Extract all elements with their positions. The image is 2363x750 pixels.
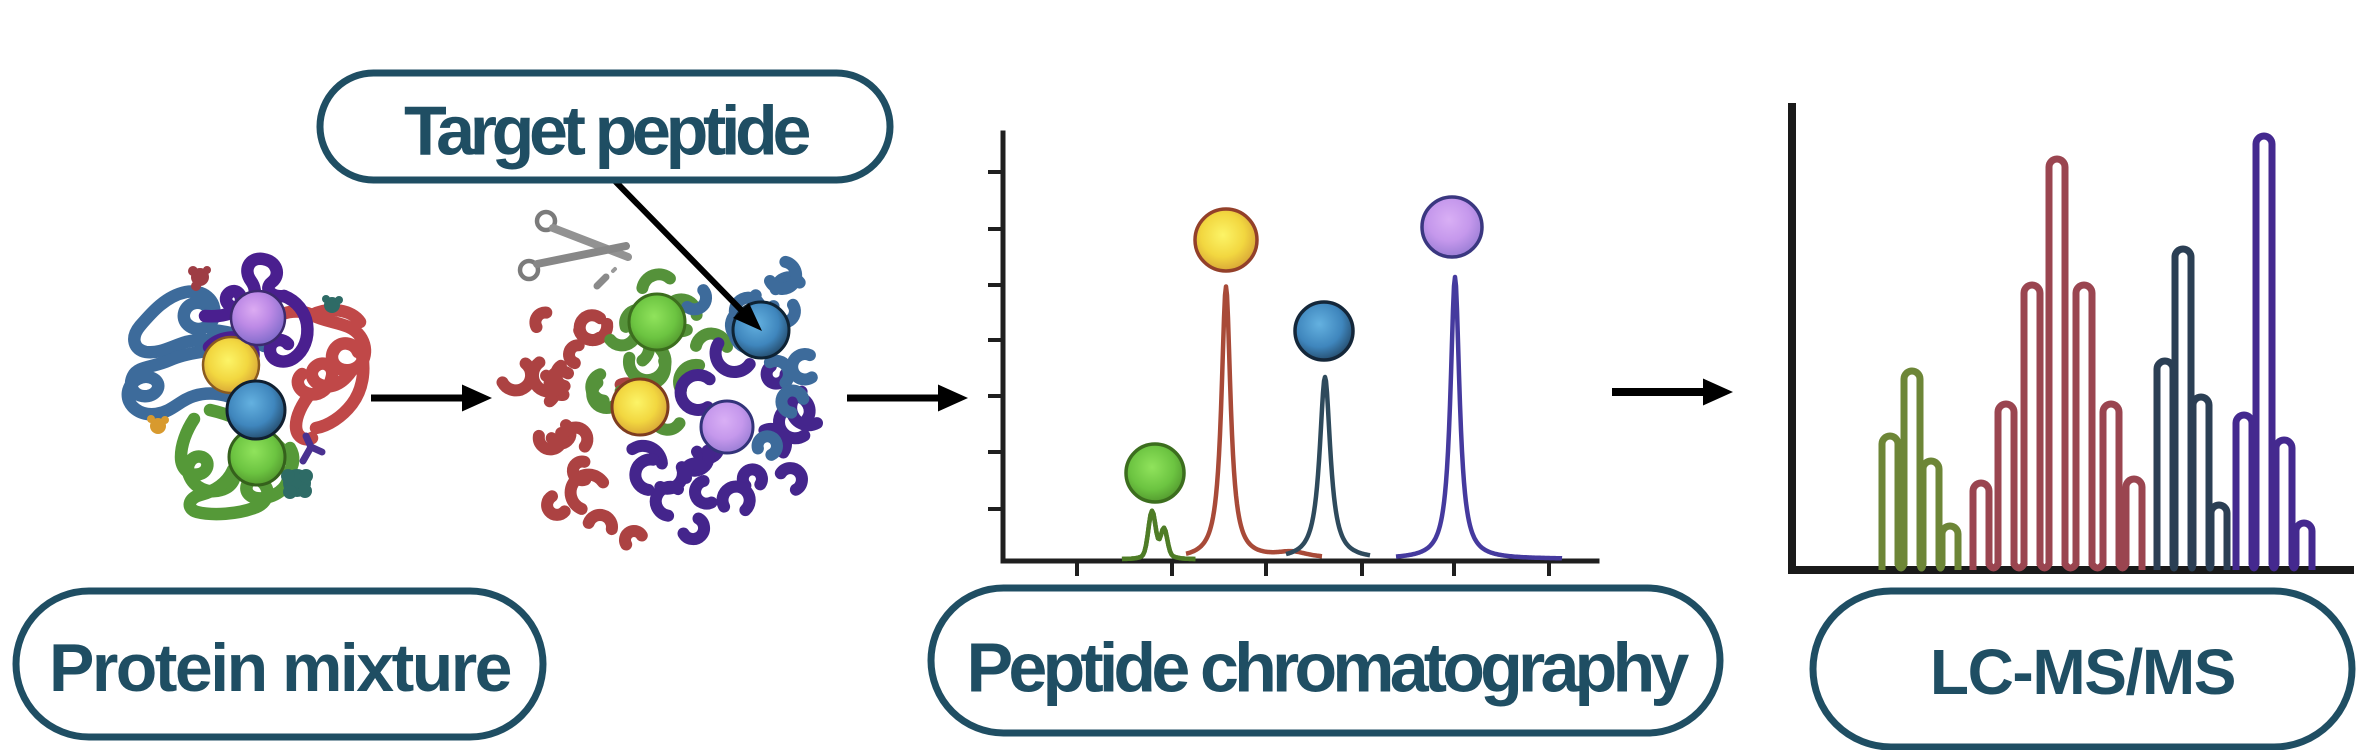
svg-text:Target peptide: Target peptide: [404, 92, 809, 170]
svg-text:LC-MS/MS: LC-MS/MS: [1930, 636, 2235, 708]
svg-text:Peptide chromatography: Peptide chromatography: [967, 629, 1690, 707]
svg-text:Protein mixture: Protein mixture: [49, 630, 511, 706]
